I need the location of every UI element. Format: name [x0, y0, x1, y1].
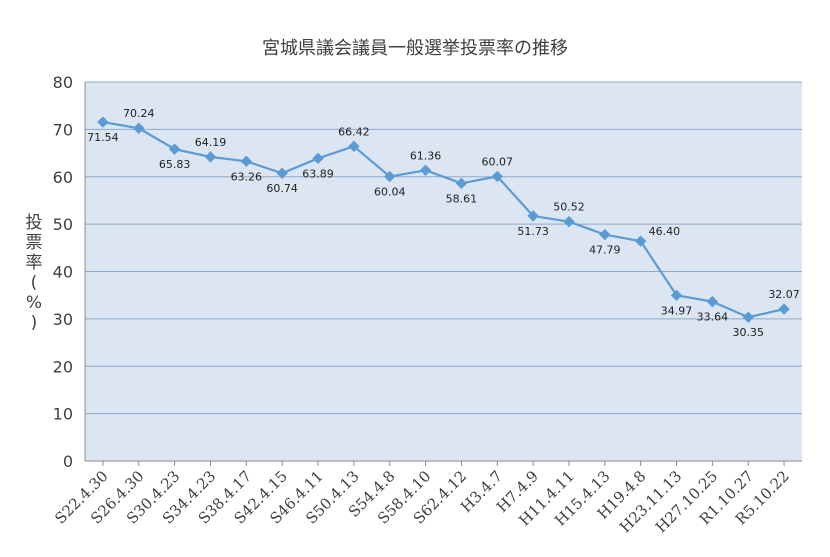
data-point-marker — [742, 311, 754, 323]
data-label: 65.83 — [159, 158, 191, 171]
data-label: 60.07 — [482, 155, 514, 168]
data-label: 33.64 — [697, 311, 729, 324]
data-label: 32.07 — [768, 288, 800, 301]
data-point-marker — [240, 155, 253, 168]
y-axis-title: 投票率(%) — [26, 213, 43, 333]
y-tick-label: 60 — [53, 168, 73, 187]
y-tick-label: 50 — [53, 215, 73, 234]
data-label: 60.04 — [374, 186, 406, 199]
y-tick-label: 20 — [53, 357, 73, 376]
data-point-marker — [455, 177, 468, 190]
data-point-marker — [563, 215, 575, 228]
data-label: 51.73 — [517, 225, 549, 238]
data-point-marker — [599, 228, 611, 241]
data-label: 34.97 — [661, 304, 693, 317]
data-label: 63.26 — [231, 170, 263, 183]
data-point-marker — [276, 167, 288, 179]
data-point-marker — [348, 140, 360, 153]
data-label: 71.54 — [87, 131, 119, 144]
y-tick-label: 70 — [53, 120, 73, 139]
data-label: 61.36 — [410, 149, 442, 162]
data-label: 58.61 — [446, 192, 478, 205]
data-point-marker — [312, 152, 324, 165]
data-label: 70.24 — [123, 107, 155, 120]
data-label: 60.74 — [266, 182, 298, 195]
data-point-marker — [204, 151, 217, 163]
data-point-marker — [670, 289, 683, 302]
data-point-marker — [97, 116, 109, 128]
data-label: 46.40 — [649, 225, 681, 238]
data-label: 50.52 — [553, 201, 585, 214]
data-label: 30.35 — [732, 326, 764, 339]
data-point-marker — [133, 122, 145, 134]
y-tick-label: 0 — [63, 452, 73, 471]
data-point-marker — [384, 170, 396, 183]
data-label: 47.79 — [589, 244, 621, 257]
chart-title: 宮城県議会議員一般選挙投票率の推移 — [262, 38, 568, 59]
y-tick-label: 80 — [53, 73, 73, 92]
data-point-marker — [706, 295, 719, 308]
data-point-marker — [168, 143, 181, 155]
y-tick-label: 40 — [53, 263, 73, 282]
y-tick-label: 30 — [53, 310, 73, 329]
data-label: 64.19 — [195, 136, 227, 149]
data-point-marker — [491, 170, 503, 183]
data-point-marker — [634, 235, 647, 247]
data-point-marker — [527, 210, 539, 222]
data-point-marker — [419, 164, 432, 177]
data-label: 66.42 — [338, 125, 370, 138]
series-line — [102, 120, 785, 319]
data-point-marker — [778, 303, 790, 315]
data-label: 63.89 — [302, 167, 334, 180]
y-tick-label: 10 — [53, 405, 73, 424]
